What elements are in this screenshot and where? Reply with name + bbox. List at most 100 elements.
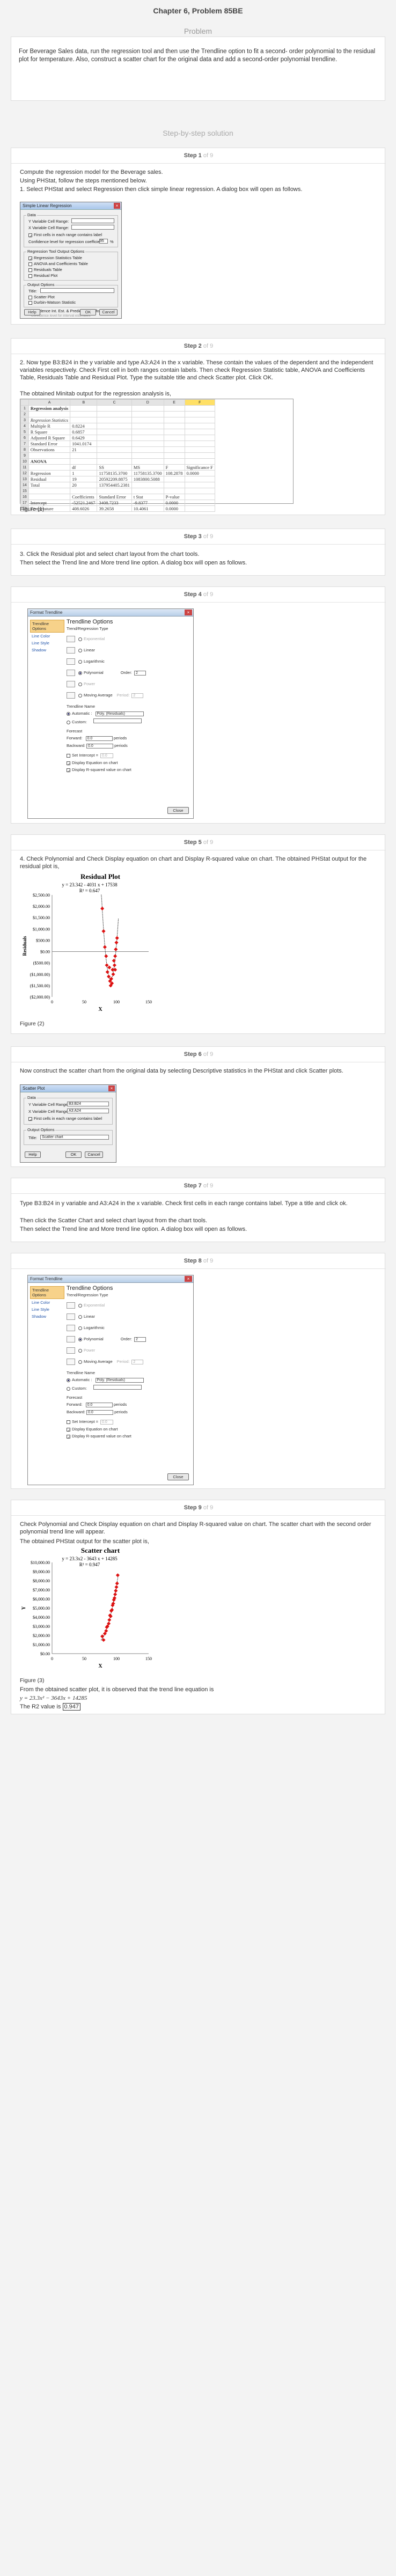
sidebar-item-trendline-options[interactable]: Trendline Options [30,1286,64,1299]
radio-icon[interactable] [78,1360,82,1364]
sidebar-item-trendline-options[interactable]: Trendline Options [30,620,64,633]
trend-type-option[interactable]: Linear [67,647,190,654]
order-input[interactable]: 2 [134,1337,146,1342]
checkbox-icon[interactable] [67,1420,70,1424]
radio-icon[interactable] [78,671,82,675]
display-equation-row[interactable]: ✓ Display Equation on chart [67,760,190,767]
opt4[interactable]: Residual Plot [28,273,57,278]
checkbox-icon[interactable]: ✓ [28,233,33,239]
sidebar-item-line-style[interactable]: Line Style [32,641,49,645]
trend-type-option[interactable]: Power [67,1347,190,1354]
trend-type-option[interactable]: Exponential [67,1302,190,1309]
title-input[interactable] [40,288,114,293]
period-input[interactable]: 2 [131,1359,144,1364]
radio-icon[interactable] [78,682,82,686]
radio-icon[interactable] [78,637,82,641]
conf-level-input[interactable]: 95 [99,239,108,244]
radio-icon[interactable] [78,1348,82,1353]
backward-input[interactable]: 0.0 [86,1410,114,1415]
display-equation-row[interactable]: ✓ Display Equation on chart [67,1427,190,1433]
display-r2-row[interactable]: ✓ Display R-squared value on chart [67,1434,190,1440]
radio-icon[interactable] [78,693,82,698]
checkbox-icon[interactable] [28,262,32,266]
trend-type-option[interactable]: Polynomial Order: 2 [67,670,190,676]
forward-input[interactable]: 0.0 [85,1403,113,1407]
help-button[interactable]: Help [25,1151,41,1158]
opt1[interactable]: ✓ Regression Statistics Table [28,255,82,262]
backward-input[interactable]: 0.0 [86,744,114,748]
checkbox-icon[interactable]: ✓ [67,761,71,767]
intercept-input[interactable]: 0.0 [100,1420,113,1425]
sidebar-item-shadow[interactable]: Shadow [32,1314,47,1319]
trend-type-option[interactable]: Moving Average Period: 2 [67,692,190,699]
close-icon[interactable]: × [114,203,120,209]
sidebar-item-line-color[interactable]: Line Color [32,634,50,639]
trend-type-option[interactable]: Logarithmic [67,1325,190,1331]
y-range-input[interactable]: B3:B24 [67,1102,109,1106]
first-cells-row[interactable]: ✓ First cells in each range contains labe… [28,232,102,239]
ok-button[interactable]: OK [65,1151,82,1158]
custom-name-input[interactable] [93,718,142,723]
radio-icon[interactable] [78,1337,82,1341]
intercept-row[interactable]: Set Intercept = 0.0 [67,753,190,758]
opt3[interactable]: Residuals Table [28,267,62,272]
problem-heading: Problem [184,27,212,35]
first-cells-row[interactable]: ✓ First cells in each range contains labe… [28,1116,102,1122]
cancel-button[interactable]: Cancel [85,1151,103,1158]
forward-input[interactable]: 0.0 [85,736,113,741]
radio-icon[interactable] [67,720,70,724]
auto-row[interactable]: Automatic : Poly. (Residuals) [67,711,190,716]
custom-row[interactable]: Custom: [67,718,190,724]
checkbox-icon[interactable] [67,753,70,758]
checkbox-icon[interactable]: ✓ [67,768,71,774]
checkbox-icon[interactable] [28,268,32,272]
help-button[interactable]: Help [24,309,40,315]
checkbox-icon[interactable]: ✓ [28,256,33,262]
radio-icon[interactable] [67,1378,70,1382]
close-icon[interactable]: × [185,610,192,615]
sidebar-item-line-style[interactable]: Line Style [32,1307,49,1312]
display-r2-row[interactable]: ✓ Display R-squared value on chart [67,767,190,774]
trend-type-option[interactable]: Polynomial Order: 2 [67,1336,190,1342]
trend-type-option[interactable]: Exponential [67,636,190,642]
checkbox-icon[interactable]: ✓ [67,1434,71,1440]
sidebar-item-line-color[interactable]: Line Color [32,1300,50,1305]
intercept-row[interactable]: Set Intercept = 0.0 [67,1419,190,1425]
radio-icon[interactable] [78,648,82,652]
checkbox-icon[interactable]: ✓ [28,1117,33,1122]
s2[interactable]: Durbin-Watson Statistic [28,300,76,305]
radio-icon[interactable] [78,1303,82,1308]
radio-icon[interactable] [78,659,82,664]
cancel-button[interactable]: Cancel [99,309,118,315]
close-icon[interactable]: × [185,1276,192,1282]
close-button[interactable]: Close [167,807,189,814]
radio-icon[interactable] [78,1315,82,1319]
checkbox-icon[interactable]: ✓ [67,1427,71,1433]
trend-type-option[interactable]: Linear [67,1313,190,1320]
checkbox-icon[interactable] [28,274,32,278]
y-range-input[interactable] [71,218,114,223]
radio-icon[interactable] [67,1386,70,1391]
trend-type-option[interactable]: Moving Average Period: 2 [67,1359,190,1365]
period-input[interactable]: 2 [131,693,144,698]
checkbox-icon[interactable] [28,300,32,305]
s1[interactable]: Scatter Plot [28,295,55,299]
close-icon[interactable]: × [108,1085,115,1091]
auto-row[interactable]: Automatic : Poly. (Residuals) [67,1377,190,1383]
opt2[interactable]: ANOVA and Coefficients Table [28,261,88,266]
trend-type-option[interactable]: Power [67,681,190,687]
radio-icon[interactable] [67,711,70,716]
radio-icon[interactable] [78,1326,82,1330]
close-button[interactable]: Close [167,1473,189,1480]
custom-row[interactable]: Custom: [67,1385,190,1391]
custom-name-input[interactable] [93,1385,142,1390]
checkbox-icon[interactable] [28,295,32,299]
x-range-input[interactable] [71,225,114,230]
order-input[interactable]: 2 [134,670,146,676]
title-input[interactable]: Scatter chart [40,1135,109,1140]
ok-button[interactable]: OK [80,309,96,315]
sidebar-item-shadow[interactable]: Shadow [32,648,47,652]
x-range-input[interactable]: A3:A24 [67,1109,109,1113]
trend-type-option[interactable]: Logarithmic [67,658,190,665]
intercept-input[interactable]: 0.0 [100,753,113,758]
